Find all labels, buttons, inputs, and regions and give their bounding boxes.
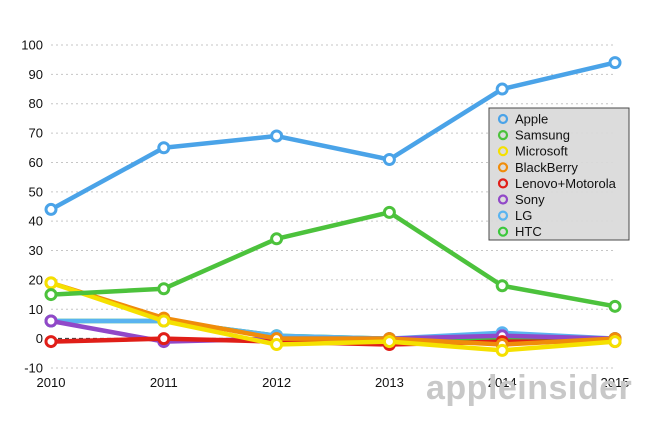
- y-tick-label: 80: [29, 96, 43, 111]
- data-point-apple: [44, 202, 58, 216]
- data-point-lenovo-motorola: [44, 335, 58, 349]
- legend-marker-apple: [497, 113, 509, 125]
- legend-label-sony: Sony: [515, 192, 545, 207]
- series-line-blackberry: [48, 280, 618, 347]
- x-tick-label: 2012: [262, 375, 291, 390]
- y-tick-label: 60: [29, 155, 43, 170]
- data-point-microsoft: [495, 343, 509, 357]
- legend-label-lenovo-motorola: Lenovo+Motorola: [515, 176, 617, 191]
- data-point-apple: [157, 141, 171, 155]
- legend-marker-samsung: [497, 130, 509, 141]
- data-point-microsoft: [44, 276, 58, 290]
- series-microsoft: [44, 276, 622, 357]
- y-tick-label: 0: [36, 331, 43, 346]
- series-line-microsoft: [48, 280, 618, 353]
- data-point-samsung: [608, 299, 622, 313]
- legend-label-samsung: Samsung: [515, 128, 570, 143]
- legend-marker-microsoft: [497, 146, 509, 157]
- y-tick-label: 10: [29, 302, 43, 317]
- legend-marker-lenovo-motorola: [497, 178, 509, 189]
- data-point-samsung: [495, 279, 509, 293]
- series-lines: [44, 56, 622, 357]
- y-tick-label: 70: [29, 126, 43, 141]
- legend-label-apple: Apple: [515, 112, 548, 127]
- data-point-lenovo-motorola: [157, 332, 171, 346]
- y-tick-label: 50: [29, 184, 43, 199]
- legend-box: [488, 107, 630, 241]
- data-point-samsung: [270, 232, 284, 246]
- data-point-sony: [44, 314, 58, 328]
- series-line-samsung: [48, 210, 618, 309]
- legend: AppleSamsungMicrosoftBlackBerryLenovo+Mo…: [488, 107, 630, 241]
- data-point-samsung: [157, 282, 171, 296]
- y-tick-label: 20: [29, 272, 43, 287]
- legend-marker-lg: [497, 210, 509, 221]
- x-tick-label: 2011: [150, 375, 178, 390]
- x-tick-label: 2015: [601, 375, 630, 390]
- data-point-apple: [270, 129, 284, 143]
- legend-marker-blackberry: [497, 162, 509, 173]
- legend-label-htc: HTC: [515, 224, 542, 239]
- series-apple: [44, 56, 622, 216]
- series-line-apple: [48, 60, 618, 212]
- y-tick-label: 30: [29, 243, 43, 258]
- y-tick-label: 90: [29, 67, 43, 82]
- data-point-apple: [382, 153, 396, 167]
- data-point-apple: [608, 56, 622, 70]
- axes: -10 0 10 20 30 40 50 60 70 80 90 100 2010 2011 2012 201…: [21, 38, 629, 391]
- y-tick-label: 100: [21, 38, 43, 53]
- legend-marker-htc: [497, 226, 509, 237]
- data-point-microsoft: [157, 314, 171, 328]
- legend-marker-sony: [497, 194, 509, 205]
- x-tick-label: 2010: [37, 375, 66, 390]
- appleinsider-watermark: appleinsider: [426, 369, 632, 407]
- legend-label-microsoft: Microsoft: [515, 144, 568, 159]
- data-point-microsoft: [382, 335, 396, 349]
- x-tick-label: 2013: [375, 375, 404, 390]
- data-point-microsoft: [270, 338, 284, 352]
- series-samsung: [44, 205, 622, 313]
- data-point-samsung: [382, 205, 396, 219]
- data-point-apple: [495, 82, 509, 96]
- y-tick-label: -10: [24, 361, 43, 376]
- legend-label-blackberry: BlackBerry: [515, 160, 578, 175]
- data-point-samsung: [44, 288, 58, 302]
- legend-label-lg: LG: [515, 208, 532, 223]
- y-tick-label: 40: [29, 214, 43, 229]
- x-tick-label: 2014: [488, 375, 517, 390]
- data-point-microsoft: [608, 335, 622, 349]
